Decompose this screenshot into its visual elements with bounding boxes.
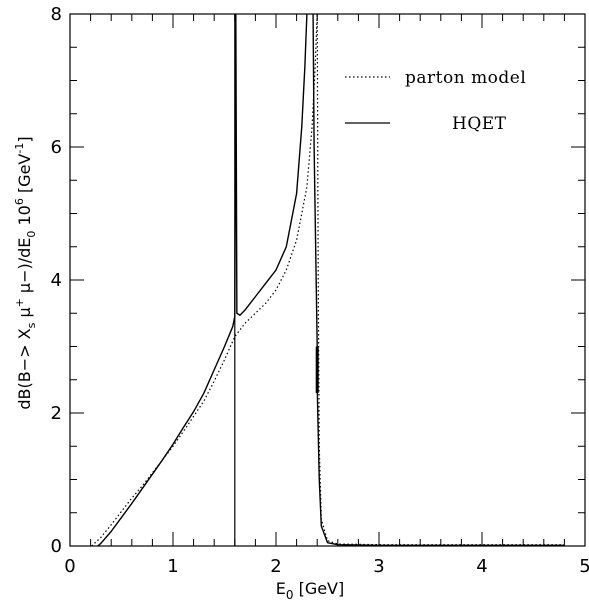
- x-tick-label: 3: [373, 556, 384, 577]
- y-title-p2: μ: [15, 307, 34, 322]
- x-axis-title-main: E: [276, 579, 286, 598]
- x-tick-label: 5: [579, 556, 589, 577]
- y-title-p6: ]: [15, 136, 34, 142]
- legend: parton model HQET: [345, 68, 526, 134]
- series-layer: [91, 14, 565, 546]
- axis-ticks: [69, 13, 586, 547]
- y-tick-label: 0: [51, 536, 62, 557]
- legend-label-parton-model: parton model: [405, 68, 526, 88]
- y-tick-label: 4: [51, 270, 62, 291]
- y-title-p1: dB(B−> X: [15, 328, 34, 409]
- x-axis-title-unit: [GeV]: [293, 579, 344, 598]
- y-title-p1-sub: s: [25, 322, 38, 328]
- series-line-part-2: [312, 14, 565, 546]
- x-tick-label: 1: [167, 556, 178, 577]
- y-tick-label: 2: [51, 403, 62, 424]
- y-title-p2-sup: +: [13, 298, 26, 307]
- y-tick-label: 8: [51, 4, 62, 25]
- y-title-p3-sub: 0: [25, 231, 38, 238]
- y-title-p4-sup: 6: [13, 198, 26, 205]
- series-line-parton-model: [91, 14, 318, 546]
- series-line-part-3: [316, 14, 565, 546]
- y-title-p5: [GeV: [15, 154, 34, 199]
- y-title-p4: 10: [15, 205, 34, 230]
- x-axis-title-sub: 0: [286, 588, 294, 602]
- x-tick-label: 2: [270, 556, 281, 577]
- y-title-p3: μ−)/dE: [15, 238, 34, 299]
- y-title-p5-sup: -1: [13, 143, 26, 154]
- plot-frame: [69, 13, 586, 547]
- x-axis-title: E0 [GeV]: [276, 579, 345, 602]
- y-tick-label: 6: [51, 137, 62, 158]
- legend-label-hqet: HQET: [452, 114, 507, 134]
- axis-tick-labels: 0 1 2 3 4 5 0 2 4 6 8: [51, 4, 589, 577]
- series-line-hqet: [97, 14, 308, 546]
- x-tick-label: 0: [64, 556, 75, 577]
- y-axis-title: dB(B−> Xs μ+ μ−)/dE0 106 [GeV-1]: [13, 136, 38, 409]
- x-tick-label: 4: [476, 556, 487, 577]
- plot-border: [69, 13, 586, 547]
